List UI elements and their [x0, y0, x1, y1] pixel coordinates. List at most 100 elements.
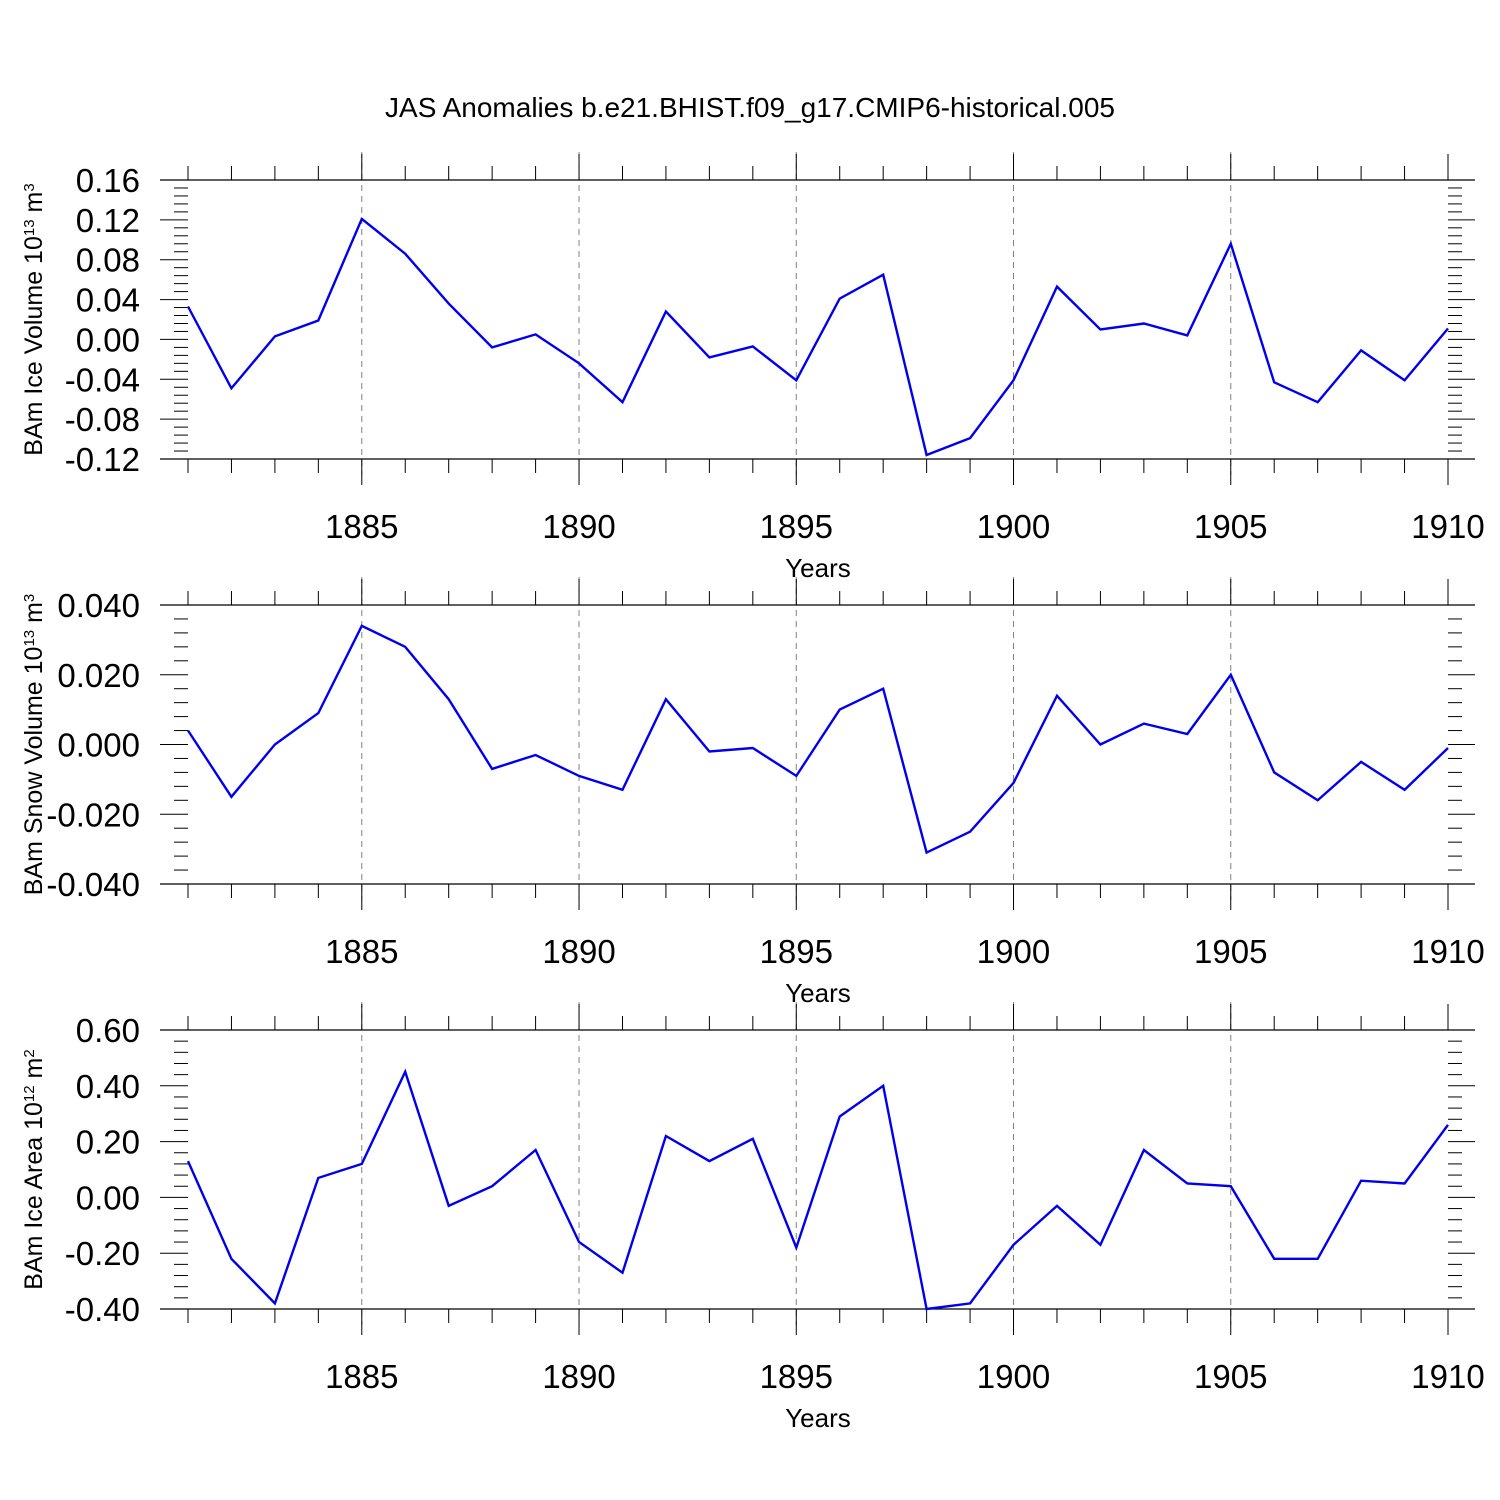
x-tick-label-1910: 1910	[1411, 508, 1484, 545]
y-axis-label-superscript: 3	[21, 594, 38, 602]
data-point-1887	[447, 302, 449, 304]
y-axis-label-superscript: 13	[21, 630, 38, 647]
y-tick-label: 0.000	[57, 727, 140, 764]
x-tick-label-1905: 1905	[1194, 933, 1267, 970]
y-axis-label-superscript: 3	[21, 183, 38, 191]
data-point-1907	[1316, 799, 1318, 801]
x-tick-label-1895: 1895	[760, 1358, 833, 1395]
data-point-1896	[839, 297, 841, 299]
x-axis-label: Years	[785, 978, 851, 1008]
data-point-1896	[839, 1115, 841, 1117]
x-tick-label-1890: 1890	[542, 1358, 615, 1395]
data-point-1890	[578, 1241, 580, 1243]
x-tick-label-1885: 1885	[325, 508, 398, 545]
data-point-1909	[1403, 789, 1405, 791]
data-point-1884	[317, 319, 319, 321]
data-point-1900	[1012, 782, 1014, 784]
data-point-1893	[708, 750, 710, 752]
x-tick-label-1885: 1885	[325, 933, 398, 970]
x-tick-label-1885: 1885	[325, 1358, 398, 1395]
data-point-1894	[752, 747, 754, 749]
data-point-1888	[491, 768, 493, 770]
data-point-1889	[534, 754, 536, 756]
data-point-1890	[578, 775, 580, 777]
chart-panel-2: -0.040 -0.020 0.000 0.020 0.040 1885 1890 1895 1…	[20, 577, 1485, 1008]
data-point-1909	[1403, 379, 1405, 381]
y-tick-label: 0.20	[76, 1124, 140, 1161]
data-point-1905	[1230, 1185, 1232, 1187]
x-tick-label-1900: 1900	[977, 508, 1050, 545]
data-point-1886	[404, 646, 406, 648]
y-axis-label-part: BAm Ice Volume 10	[20, 236, 48, 456]
data-point-1900	[1012, 1244, 1014, 1246]
data-point-1887	[447, 698, 449, 700]
data-point-1883	[274, 1302, 276, 1304]
y-tick-label: 0.12	[76, 202, 140, 239]
y-tick-label: 0.020	[57, 657, 140, 694]
data-point-1883	[274, 743, 276, 745]
data-point-1889	[534, 1149, 536, 1151]
data-point-1895	[795, 379, 797, 381]
data-point-1910	[1447, 747, 1449, 749]
data-point-1908	[1360, 349, 1362, 351]
y-axis-label: BAm Snow Volume 1013 m3	[20, 594, 48, 896]
y-axis-label-superscript: 12	[21, 1085, 38, 1102]
data-point-1885	[361, 625, 363, 627]
y-axis-label-part: m	[20, 192, 48, 220]
data-point-1892	[665, 1135, 667, 1137]
data-point-1899	[969, 1302, 971, 1304]
data-point-1905	[1230, 674, 1232, 676]
x-tick-label-1895: 1895	[760, 933, 833, 970]
x-tick-label-1895: 1895	[760, 508, 833, 545]
data-point-1882	[230, 796, 232, 798]
y-tick-label: -0.20	[65, 1235, 140, 1272]
data-point-1887	[447, 1205, 449, 1207]
x-tick-label-1910: 1910	[1411, 1358, 1484, 1395]
series-line	[186, 1068, 1449, 1311]
data-point-1892	[665, 310, 667, 312]
x-tick-label-1900: 1900	[977, 933, 1050, 970]
data-point-1906	[1273, 771, 1275, 773]
data-point-1895	[795, 775, 797, 777]
data-point-1884	[317, 1177, 319, 1179]
data-point-1895	[795, 1246, 797, 1248]
data-point-1909	[1403, 1182, 1405, 1184]
series-line	[186, 216, 1449, 457]
data-point-1899	[969, 830, 971, 832]
data-point-1906	[1273, 1258, 1275, 1260]
x-tick-label-1910: 1910	[1411, 933, 1484, 970]
data-point-1891	[621, 401, 623, 403]
x-axis-label: Years	[785, 553, 851, 583]
data-point-1900	[1012, 379, 1014, 381]
data-point-1897	[882, 688, 884, 690]
data-point-1891	[621, 789, 623, 791]
data-point-1882	[230, 387, 232, 389]
data-point-1897	[882, 273, 884, 275]
y-tick-label: -0.40	[65, 1291, 140, 1328]
y-axis-label: BAm Ice Area 1012 m2	[20, 1049, 48, 1289]
figure-title: JAS Anomalies b.e21.BHIST.f09_g17.CMIP6-…	[385, 92, 1115, 123]
x-tick-label-1905: 1905	[1194, 1358, 1267, 1395]
data-point-1904	[1186, 1182, 1188, 1184]
y-axis-label-superscript: 13	[21, 219, 38, 236]
y-tick-label: 0.04	[76, 282, 140, 319]
data-point-1884	[317, 712, 319, 714]
y-tick-label: 0.16	[76, 162, 140, 199]
y-tick-label: 0.00	[76, 321, 140, 358]
data-point-1899	[969, 437, 971, 439]
data-point-1896	[839, 708, 841, 710]
y-tick-label: 0.040	[57, 587, 140, 624]
data-point-1893	[708, 356, 710, 358]
y-tick-label: -0.040	[46, 866, 140, 903]
data-point-1885	[361, 1163, 363, 1165]
chart-panel-1: -0.12-0.08-0.040.000.040.080.120.16 1885 1…	[20, 152, 1485, 583]
y-axis-label: BAm Ice Volume 1013 m3	[20, 183, 48, 455]
y-axis-label-part: BAm Ice Area 10	[20, 1102, 48, 1290]
data-point-1881	[187, 1160, 189, 1162]
data-point-1901	[1056, 694, 1058, 696]
data-point-1908	[1360, 761, 1362, 763]
data-point-1901	[1056, 285, 1058, 287]
data-point-1881	[187, 729, 189, 731]
